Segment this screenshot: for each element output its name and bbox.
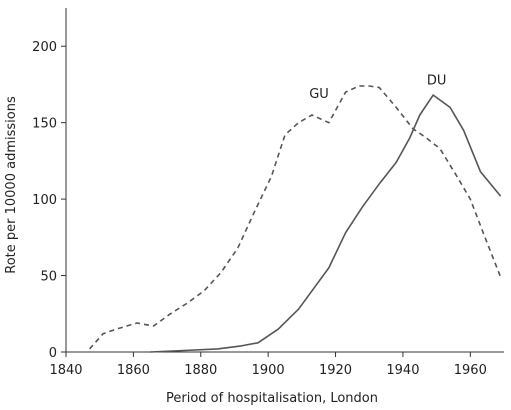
series-layer	[89, 85, 502, 353]
x-axis-title: Period of hospitalisation, London	[166, 391, 378, 406]
y-tick-label: 200	[32, 40, 57, 55]
x-tick-label: 1900	[252, 363, 285, 378]
series-line-gu	[89, 85, 502, 350]
y-tick-label: 50	[40, 270, 57, 285]
x-tick-label: 1840	[49, 363, 82, 378]
x-tick-label: 1940	[386, 363, 419, 378]
x-tick-label: 1920	[319, 363, 352, 378]
y-tick-label: 150	[32, 117, 57, 132]
axes: 0 50 100 150 200 1840 1860 1880 1900 1920 1940 1960	[32, 8, 504, 378]
x-tick-label: 1860	[117, 363, 150, 378]
y-axis-title: Rote per 10000 admissions	[4, 96, 19, 274]
x-tick-label: 1960	[454, 363, 487, 378]
series-line-du	[150, 94, 502, 353]
labels-layer: GU DU	[309, 73, 446, 102]
x-tick-label: 1880	[184, 363, 217, 378]
series-label-gu: GU	[309, 87, 329, 102]
series-label-du: DU	[427, 73, 447, 88]
y-tick-label: 100	[32, 193, 57, 208]
y-tick-label: 0	[49, 346, 57, 361]
